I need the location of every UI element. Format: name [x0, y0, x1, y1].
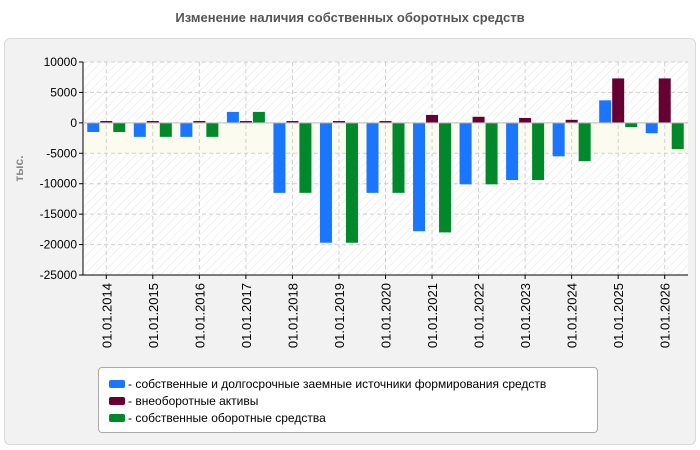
bar	[226, 111, 239, 123]
x-tick-label: 01.01.2018	[285, 283, 300, 348]
x-tick-label: 01.01.2024	[565, 283, 580, 348]
legend-dash: -	[128, 393, 136, 408]
legend-swatch	[109, 396, 125, 405]
legend-swatch	[109, 413, 125, 422]
legend-swatch	[109, 379, 125, 388]
bar	[565, 119, 578, 123]
legend-label: внеоборотные активы	[135, 393, 259, 408]
bar	[426, 114, 439, 123]
bar	[286, 121, 299, 123]
y-tick-label: -25000	[40, 268, 78, 282]
bar	[519, 117, 532, 123]
x-tick-label: 01.01.2019	[332, 283, 347, 348]
x-tick-label: 01.01.2021	[425, 283, 440, 348]
legend-label: собственные оборотные средства	[135, 410, 326, 425]
bar	[239, 121, 252, 123]
y-tick-label: 10000	[44, 55, 78, 69]
bar	[180, 122, 193, 137]
y-tick-label: 0	[70, 116, 77, 130]
bar	[87, 122, 100, 132]
bar	[578, 122, 591, 162]
bar	[159, 122, 172, 137]
y-tick-label: -20000	[40, 238, 78, 252]
x-tick-label: 01.01.2020	[379, 283, 394, 348]
legend-item: - внеоборотные активы	[109, 392, 597, 409]
x-tick-label: 01.01.2016	[192, 283, 207, 348]
bar	[612, 78, 625, 123]
bar	[459, 122, 472, 185]
bar	[413, 122, 426, 232]
bar	[273, 122, 286, 193]
bar	[113, 122, 126, 132]
bar	[299, 122, 312, 193]
y-tick-label: -5000	[46, 146, 77, 160]
bar	[193, 121, 206, 123]
y-tick-labels: 10000 5000 0 -5000 -10000 -15000 -20000 -25000	[40, 55, 78, 282]
x-tick-label: 01.01.2017	[239, 283, 254, 348]
x-tick-label: 01.01.2026	[658, 283, 673, 348]
axes	[79, 61, 688, 279]
legend-item: - собственные и долгосрочные заемные ист…	[109, 375, 597, 392]
x-tick-label: 01.01.2023	[518, 283, 533, 348]
bar	[645, 122, 658, 134]
bar	[485, 122, 498, 185]
bar	[552, 122, 565, 157]
bar	[506, 122, 519, 181]
bar	[345, 122, 358, 243]
bar	[472, 116, 485, 123]
legend: - собственные и долгосрочные заемные ист…	[98, 367, 598, 433]
x-tick-label: 01.01.2025	[611, 283, 626, 348]
x-tick-label: 01.01.2015	[146, 283, 161, 348]
bar	[532, 122, 545, 181]
bar	[252, 111, 265, 123]
bar	[366, 122, 379, 193]
bar	[392, 122, 405, 193]
bar	[599, 100, 612, 123]
x-tick-label: 01.01.2014	[99, 283, 114, 348]
bar	[319, 122, 332, 243]
bar	[379, 121, 392, 123]
y-tick-label: 5000	[50, 85, 77, 99]
legend-dash: -	[128, 376, 136, 391]
bar	[100, 121, 113, 123]
bar	[206, 122, 219, 137]
x-tick-labels: 01.01.2014 01.01.2015 01.01.2016 01.01.2017…	[99, 283, 672, 348]
bars	[87, 78, 684, 243]
chart-title: Изменение наличия собственных оборотных …	[175, 10, 525, 25]
bar	[332, 121, 345, 123]
legend-item: - собственные оборотные средства	[109, 409, 597, 426]
bar	[133, 122, 146, 137]
legend-dash: -	[128, 410, 136, 425]
bar	[146, 121, 159, 123]
bar	[671, 122, 684, 150]
y-tick-label: -10000	[40, 177, 78, 191]
legend-label: собственные и долгосрочные заемные источ…	[135, 376, 547, 391]
bar	[439, 122, 452, 233]
bar	[625, 122, 638, 128]
chart-plot: 1000050000-5000-10000-15000-20000-25000 …	[12, 55, 688, 348]
bar	[658, 78, 671, 123]
y-tick-label: -15000	[40, 207, 78, 221]
y-axis-label: тыс.	[12, 155, 26, 181]
x-tick-label: 01.01.2022	[472, 283, 487, 348]
